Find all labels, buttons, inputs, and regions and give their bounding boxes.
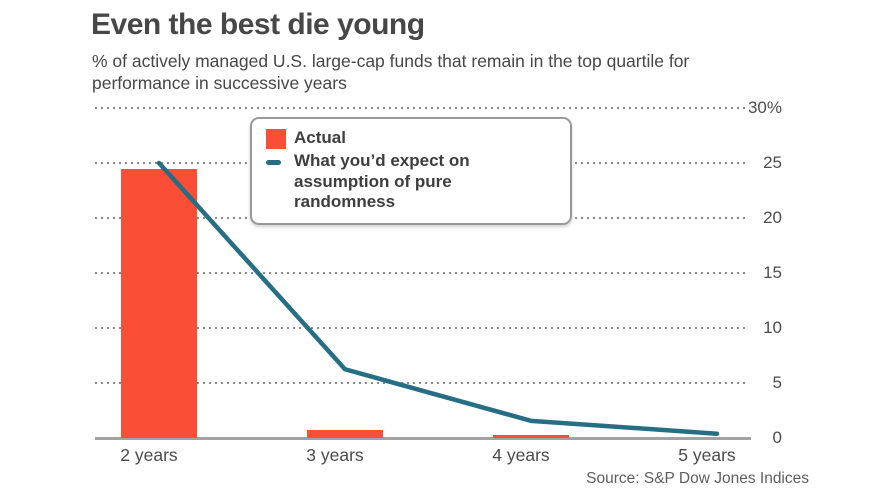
chart-title: Even the best die young <box>91 8 425 41</box>
chart-subtitle: % of actively managed U.S. large-cap fun… <box>92 51 690 94</box>
x-axis-line <box>95 437 751 440</box>
gridline-30 <box>95 107 748 109</box>
source-attribution: Source: S&P Dow Jones Indices <box>586 470 809 487</box>
bar-4-years <box>493 434 569 438</box>
x-tick-label-5-years: 5 years <box>678 445 736 465</box>
x-tick-label-3-years: 3 years <box>306 445 364 465</box>
legend-label-actual: Actual <box>294 128 346 147</box>
y-tick-label-15: 15 <box>763 263 782 282</box>
actual-swatch-icon <box>266 129 286 149</box>
y-tick-label-10: 10 <box>763 318 782 337</box>
expected-line-swatch-icon <box>266 160 281 165</box>
legend-item-actual: Actual <box>266 128 556 149</box>
x-tick-label-4-years: 4 years <box>492 445 550 465</box>
bar-3-years <box>307 430 383 438</box>
x-tick-label-2-years: 2 years <box>120 445 178 465</box>
y-tick-label-20: 20 <box>763 208 782 227</box>
y-tick-label-5: 5 <box>772 373 782 392</box>
y-tick-label-30: 30% <box>747 98 782 117</box>
y-tick-label-25: 25 <box>763 153 782 172</box>
bar-2-years <box>121 168 197 438</box>
legend-label-expected: What you’d expect on assumption of pure … <box>294 151 470 212</box>
y-tick-label-0: 0 <box>772 428 782 447</box>
legend: Actual What you’d expect on assumption o… <box>250 117 572 226</box>
legend-item-expected: What you’d expect on assumption of pure … <box>266 151 556 213</box>
